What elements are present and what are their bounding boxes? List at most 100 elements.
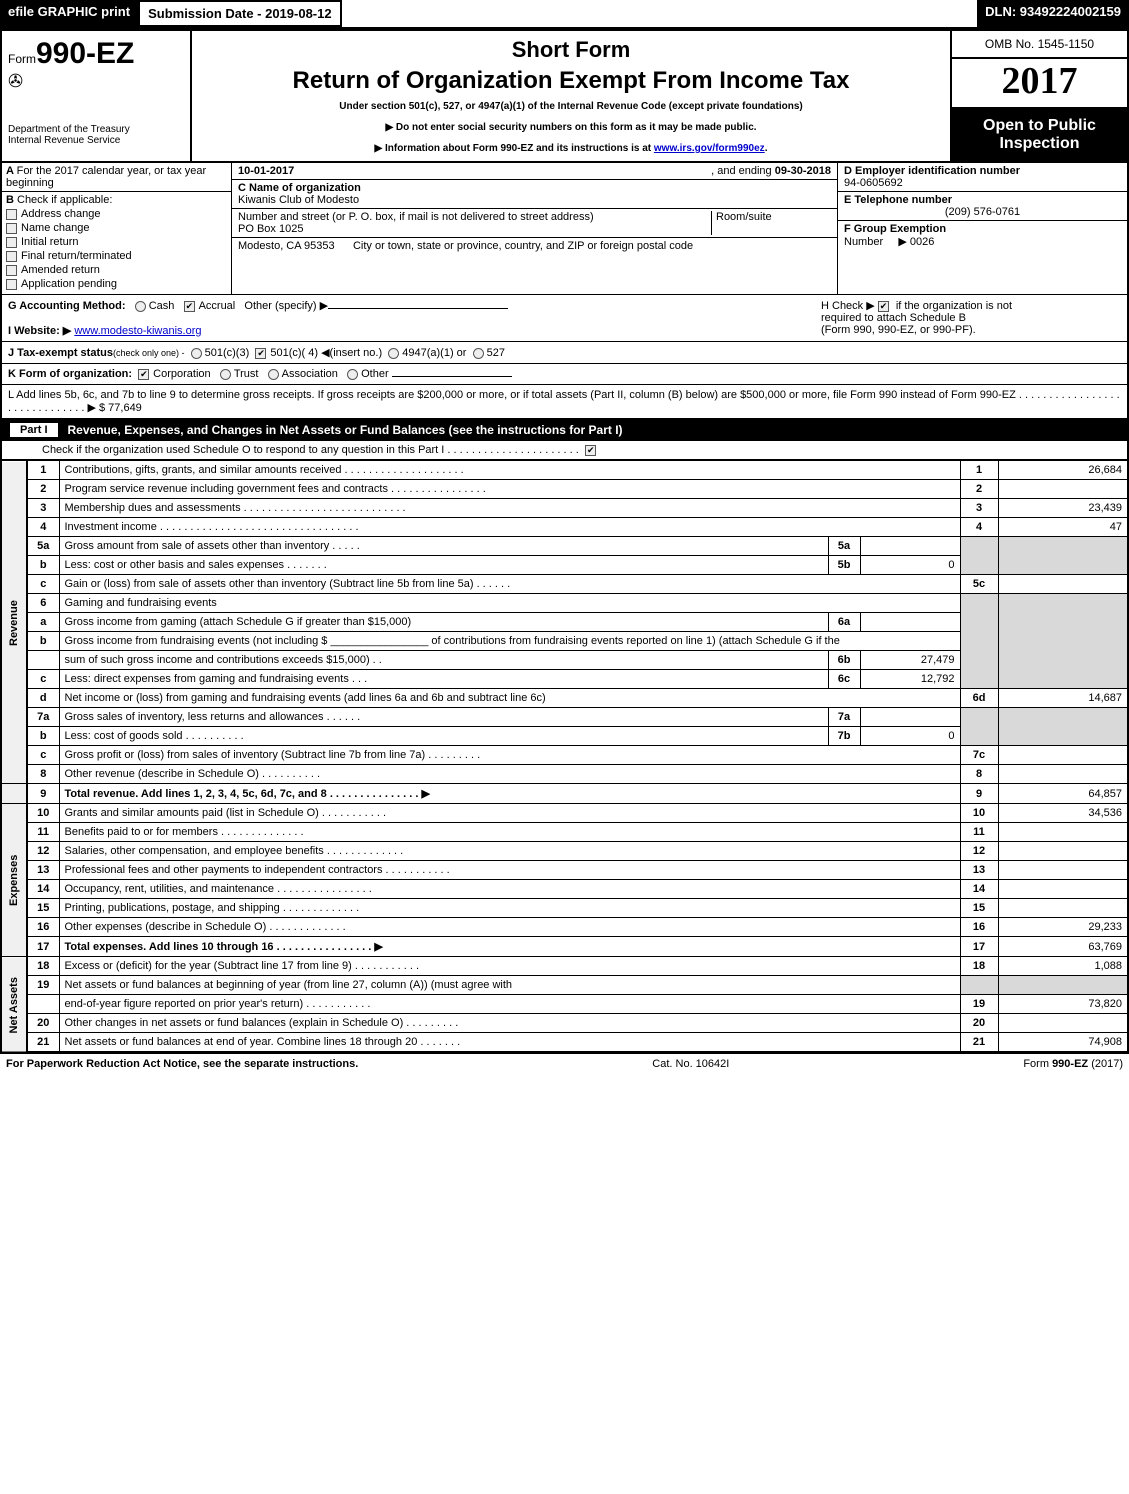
row-20-col: 20 [960, 1014, 998, 1033]
row-6b-num: b [27, 632, 59, 651]
row-8-num: 8 [27, 765, 59, 784]
city-label: City or town, state or province, country… [353, 240, 693, 252]
row-10-desc: Grants and similar amounts paid (list in… [59, 804, 960, 823]
row-20-amt [998, 1014, 1128, 1033]
row-6b2-num [27, 651, 59, 670]
other-org-input[interactable] [392, 376, 512, 377]
part-1-title: Revenue, Expenses, and Changes in Net As… [68, 423, 623, 437]
chk-h[interactable] [878, 301, 889, 312]
row-2-desc: Program service revenue including govern… [59, 480, 960, 499]
row-16-amt: 29,233 [998, 918, 1128, 937]
shade-5 [960, 537, 998, 575]
row-6-num: 6 [27, 594, 59, 613]
radio-trust[interactable] [220, 369, 231, 380]
row-16-desc: Other expenses (describe in Schedule O) … [59, 918, 960, 937]
row-11-col: 11 [960, 823, 998, 842]
row-1-desc: Contributions, gifts, grants, and simila… [59, 461, 960, 480]
part-1-table: Revenue 1 Contributions, gifts, grants, … [0, 460, 1129, 1053]
row-17-amt: 63,769 [998, 937, 1128, 957]
row-7b-num: b [27, 727, 59, 746]
row-4-desc: Investment income . . . . . . . . . . . … [59, 518, 960, 537]
row-5a-num: 5a [27, 537, 59, 556]
row-16-num: 16 [27, 918, 59, 937]
header-mid: Short Form Return of Organization Exempt… [192, 31, 952, 161]
radio-527[interactable] [473, 348, 484, 359]
row-9-desc: Total revenue. Add lines 1, 2, 3, 4, 5c,… [59, 784, 960, 804]
row-7a-num: 7a [27, 708, 59, 727]
side-net-assets: Net Assets [1, 957, 27, 1053]
f-label: F Group Exemption [844, 223, 946, 235]
j-label: J Tax-exempt status [8, 347, 113, 359]
line-b-label: Check if applicable: [17, 194, 112, 206]
row-19-desc: Net assets or fund balances at beginning… [59, 976, 960, 995]
row-18-amt: 1,088 [998, 957, 1128, 976]
row-10-num: 10 [27, 804, 59, 823]
chk-application-pending[interactable]: Application pending [6, 278, 227, 290]
tax-year: 2017 [952, 59, 1127, 109]
room-label: Room/suite [716, 211, 772, 223]
h-text4: (Form 990, 990-EZ, or 990-PF). [821, 324, 976, 336]
row-19b-num [27, 995, 59, 1014]
row-6a-sa [860, 613, 960, 632]
chk-501c4[interactable] [255, 348, 266, 359]
part-1-check: Check if the organization used Schedule … [0, 441, 1129, 460]
row-5a-desc: Gross amount from sale of assets other t… [59, 537, 828, 556]
chk-final-return[interactable]: Final return/terminated [6, 250, 227, 262]
a-end: 09-30-2018 [775, 165, 831, 177]
h-text1: H Check ▶ [821, 300, 875, 312]
row-19-num: 19 [27, 976, 59, 995]
chk-accrual[interactable] [184, 301, 195, 312]
row-6a-desc: Gross income from gaming (attach Schedul… [59, 613, 828, 632]
g-label: G Accounting Method: [8, 300, 126, 312]
row-5c-desc: Gain or (loss) from sale of assets other… [59, 575, 960, 594]
city-value: Modesto, CA 95353 [238, 240, 335, 252]
radio-4947[interactable] [388, 348, 399, 359]
other-specify-input[interactable] [328, 308, 508, 309]
shade-6 [960, 594, 998, 689]
row-5b-num: b [27, 556, 59, 575]
info-line: ▶ Information about Form 990-EZ and its … [200, 143, 942, 154]
row-12-amt [998, 842, 1128, 861]
row-6d-desc: Net income or (loss) from gaming and fun… [59, 689, 960, 708]
row-11-num: 11 [27, 823, 59, 842]
chk-corporation[interactable] [138, 369, 149, 380]
radio-association[interactable] [268, 369, 279, 380]
row-7b-desc: Less: cost of goods sold . . . . . . . .… [59, 727, 828, 746]
j-paren: (check only one) - [113, 348, 185, 358]
website-link[interactable]: www.modesto-kiwanis.org [74, 325, 201, 337]
row-5b-desc: Less: cost or other basis and sales expe… [59, 556, 828, 575]
chk-address-change[interactable]: Address change [6, 208, 227, 220]
row-3-col: 3 [960, 499, 998, 518]
e-label: E Telephone number [844, 194, 952, 206]
f-label2: Number [844, 236, 883, 248]
row-7c-amt [998, 746, 1128, 765]
line-k: K Form of organization: Corporation Trus… [0, 364, 1129, 385]
radio-cash[interactable] [135, 301, 146, 312]
radio-other-org[interactable] [347, 369, 358, 380]
row-15-desc: Printing, publications, postage, and shi… [59, 899, 960, 918]
chk-schedule-o[interactable] [585, 445, 596, 456]
chk-name-change[interactable]: Name change [6, 222, 227, 234]
row-6c-num: c [27, 670, 59, 689]
chk-initial-return[interactable]: Initial return [6, 236, 227, 248]
row-12-col: 12 [960, 842, 998, 861]
row-6c-desc: Less: direct expenses from gaming and fu… [59, 670, 828, 689]
i-label: I Website: ▶ [8, 325, 71, 337]
c-label: C Name of organization [238, 182, 361, 194]
header-right: OMB No. 1545-1150 2017 Open to Public In… [952, 31, 1127, 161]
radio-501c3[interactable] [191, 348, 202, 359]
a-mid: , and ending [711, 165, 775, 177]
shade-7-amt [998, 708, 1128, 746]
row-9-col: 9 [960, 784, 998, 804]
row-17-num: 17 [27, 937, 59, 957]
row-3-amt: 23,439 [998, 499, 1128, 518]
row-2-num: 2 [27, 480, 59, 499]
dept-treasury: Department of the Treasury [8, 124, 184, 135]
open-to-public: Open to Public Inspection [952, 109, 1127, 161]
row-1-amt: 26,684 [998, 461, 1128, 480]
row-19b-desc: end-of-year figure reported on prior yea… [59, 995, 960, 1014]
irs-link[interactable]: www.irs.gov/form990ez [654, 143, 765, 154]
row-5c-num: c [27, 575, 59, 594]
chk-amended-return[interactable]: Amended return [6, 264, 227, 276]
under-section: Under section 501(c), 527, or 4947(a)(1)… [200, 101, 942, 112]
